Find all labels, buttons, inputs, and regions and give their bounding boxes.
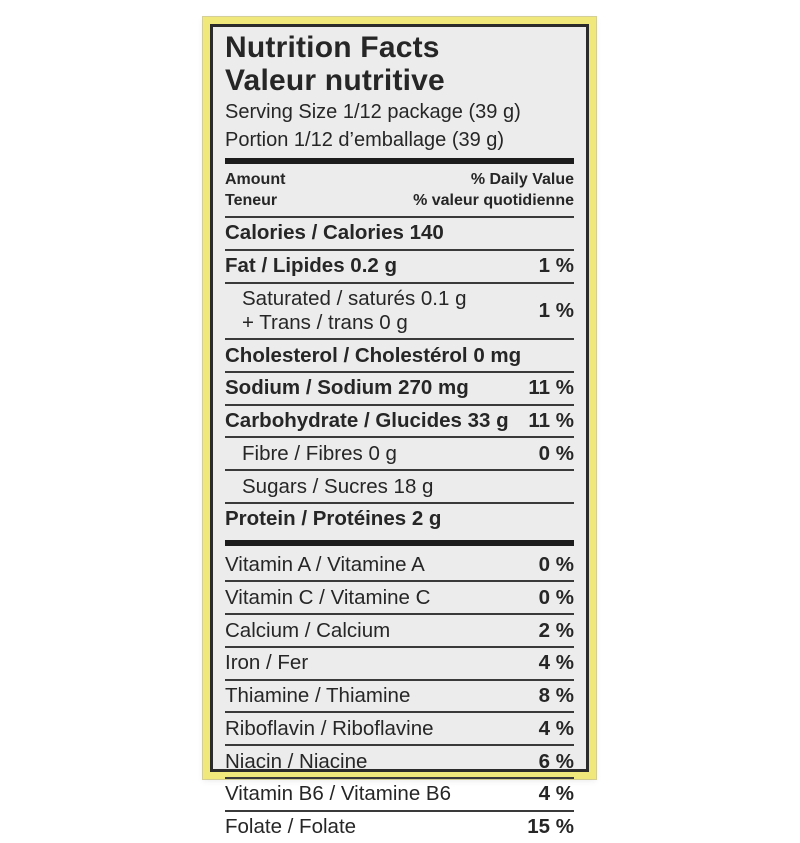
divider-thin (225, 744, 574, 747)
amount-header: Amount Teneur (225, 170, 285, 212)
daily-value-percent: 1 % (538, 254, 574, 278)
daily-value-percent: 0 % (538, 553, 574, 577)
row-vitamin-b6: Vitamin B6 / Vitamine B6 4 % (225, 779, 574, 810)
row-thiamine: Thiamine / Thiamine 8 % (225, 681, 574, 712)
divider-thin (225, 501, 574, 504)
divider-thin (225, 613, 574, 616)
serving-size-english: Serving Size 1/12 package (39 g) (225, 101, 521, 123)
divider-thin (225, 580, 574, 583)
daily-value-percent: 4 % (538, 782, 574, 806)
divider-thin (225, 248, 574, 251)
nutrient-name: Iron / Fer (225, 651, 309, 675)
divider-thin (225, 645, 574, 648)
daily-value-percent: 0 % (538, 585, 574, 609)
nutrient-name: Saturated / saturés 0.1 g + Trans / trans… (242, 287, 467, 334)
row-saturated-trans: Saturated / saturés 0.1 g + Trans / trans… (225, 284, 574, 339)
nutrient-name: Fat / Lipides 0.2 g (225, 254, 398, 278)
divider-thin (225, 403, 574, 406)
serving-size-french: Portion 1/12 d’emballage (39 g) (225, 129, 505, 152)
divider-thin (225, 711, 574, 714)
row-protein: Protein / Protéines 2 g (225, 504, 574, 535)
nutrient-name: Sugars / Sucres 18 g (242, 474, 434, 498)
label-title-english: Nutrition Facts (225, 31, 440, 64)
daily-value-percent: 0 % (538, 441, 574, 465)
daily-value-percent: 4 % (538, 716, 574, 740)
divider-thick-top (225, 158, 574, 165)
nutrient-name: Vitamin C / Vitamine C (225, 585, 431, 609)
divider-thin (225, 678, 574, 681)
nutrient-name: Calcium / Calcium (225, 618, 391, 642)
daily-value-header: Amount Teneur % Daily Value % valeur quo… (225, 168, 574, 216)
daily-value-percent: 11 % (528, 376, 574, 400)
row-riboflavin: Riboflavin / Riboflavine 4 % (225, 713, 574, 744)
daily-value-percent: 2 % (538, 618, 574, 642)
daily-value-percent: 1 % (538, 298, 574, 322)
row-niacin: Niacin / Niacine 6 % (225, 746, 574, 777)
row-folate: Folate / Folate 15 % (225, 812, 574, 843)
amount-header-french: Teneur (225, 192, 278, 210)
daily-value-percent: 15 % (527, 815, 574, 839)
nutrient-name: Sodium / Sodium 270 mg (225, 376, 469, 400)
divider-thin (225, 281, 574, 284)
daily-value-percent: 6 % (538, 749, 574, 773)
nutrient-name: Vitamin A / Vitamine A (225, 553, 425, 577)
divider-thin (225, 776, 574, 779)
row-fat: Fat / Lipides 0.2 g 1 % (225, 251, 574, 282)
row-fibre: Fibre / Fibres 0 g 0 % (225, 438, 574, 469)
daily-value-header-english: % Daily Value (470, 171, 574, 189)
row-vitamin-c: Vitamin C / Vitamine C 0 % (225, 582, 574, 613)
row-iron: Iron / Fer 4 % (225, 648, 574, 679)
divider-thin (225, 370, 574, 373)
label-title-french: Valeur nutritive (225, 64, 445, 97)
divider-thin (225, 436, 574, 439)
nutrient-name: Fibre / Fibres 0 g (242, 441, 397, 465)
row-cholesterol: Cholesterol / Cholestérol 0 mg (225, 340, 574, 371)
daily-value-header-french: % valeur quotidienne (413, 192, 574, 210)
daily-value-percent: 8 % (538, 684, 574, 708)
row-sodium: Sodium / Sodium 270 mg 11 % (225, 373, 574, 404)
nutrition-facts-label: Nutrition Facts Valeur nutritive Serving… (210, 24, 589, 838)
nutrient-name: Protein / Protéines 2 g (225, 507, 442, 531)
nutrient-rows: Calories / Calories 140 Fat / Lipides 0.2… (225, 218, 574, 843)
divider-thin (225, 469, 574, 472)
daily-value-percent: 11 % (528, 409, 574, 433)
daily-value-percent: 4 % (538, 651, 574, 675)
nutrient-name: Calories / Calories 140 (225, 221, 444, 245)
divider-under-header (225, 215, 574, 218)
divider-thick (225, 539, 574, 546)
amount-header-english: Amount (225, 171, 286, 189)
row-sugars: Sugars / Sucres 18 g (225, 471, 574, 502)
nutrient-name: Cholesterol / Cholestérol 0 mg (225, 343, 522, 367)
nutrient-name: Niacin / Niacine (225, 749, 368, 773)
row-vitamin-a: Vitamin A / Vitamine A 0 % (225, 550, 574, 581)
percent-daily-value-header: % Daily Value % valeur quotidienne (413, 170, 574, 212)
nutrient-name: Carbohydrate / Glucides 33 g (225, 409, 509, 433)
nutrient-name: Riboflavin / Riboflavine (225, 716, 434, 740)
nutrient-name: Folate / Folate (225, 815, 357, 839)
yellow-package-frame: Nutrition Facts Valeur nutritive Serving… (203, 17, 596, 838)
row-calcium: Calcium / Calcium 2 % (225, 615, 574, 646)
nutrient-name: Vitamin B6 / Vitamine B6 (225, 782, 452, 806)
row-carbohydrate: Carbohydrate / Glucides 33 g 11 % (225, 406, 574, 437)
row-calories: Calories / Calories 140 (225, 218, 574, 249)
nutrient-name: Thiamine / Thiamine (225, 684, 411, 708)
divider-thin (225, 338, 574, 341)
